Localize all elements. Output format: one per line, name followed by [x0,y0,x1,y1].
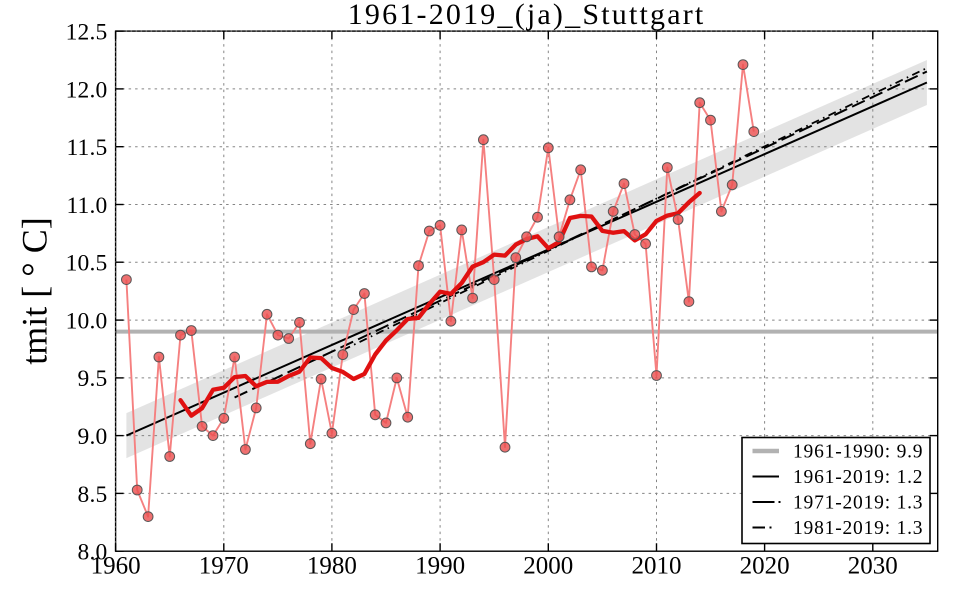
svg-text:2000: 2000 [523,553,573,580]
svg-text:1970: 1970 [199,553,249,580]
svg-text:1971-2019: 1.3: 1971-2019: 1.3 [793,493,923,514]
svg-text:9.5: 9.5 [78,366,108,392]
svg-text:1980: 1980 [307,553,357,580]
svg-text:9.0: 9.0 [78,424,108,450]
svg-text:1990: 1990 [415,553,465,580]
svg-text:8.5: 8.5 [78,482,108,508]
svg-text:10.0: 10.0 [66,308,108,334]
svg-text:11.5: 11.5 [66,135,107,161]
svg-text:1981-2019: 1.3: 1981-2019: 1.3 [793,518,923,539]
svg-text:tmit [ ° C]: tmit [ ° C] [15,217,55,364]
svg-text:1960: 1960 [91,553,141,580]
svg-text:1961-1990: 9.9: 1961-1990: 9.9 [793,442,923,463]
svg-text:2020: 2020 [740,553,790,580]
svg-text:8.0: 8.0 [78,540,108,566]
svg-text:12.0: 12.0 [66,77,108,103]
svg-text:10.5: 10.5 [66,251,108,277]
svg-text:2030: 2030 [848,553,898,580]
svg-text:12.5: 12.5 [66,20,108,46]
svg-text:2010: 2010 [632,553,682,580]
svg-text:11.0: 11.0 [66,193,107,219]
svg-text:1961-2019_(ja)_Stuttgart: 1961-2019_(ja)_Stuttgart [348,0,706,31]
svg-text:1961-2019: 1.2: 1961-2019: 1.2 [793,467,923,488]
